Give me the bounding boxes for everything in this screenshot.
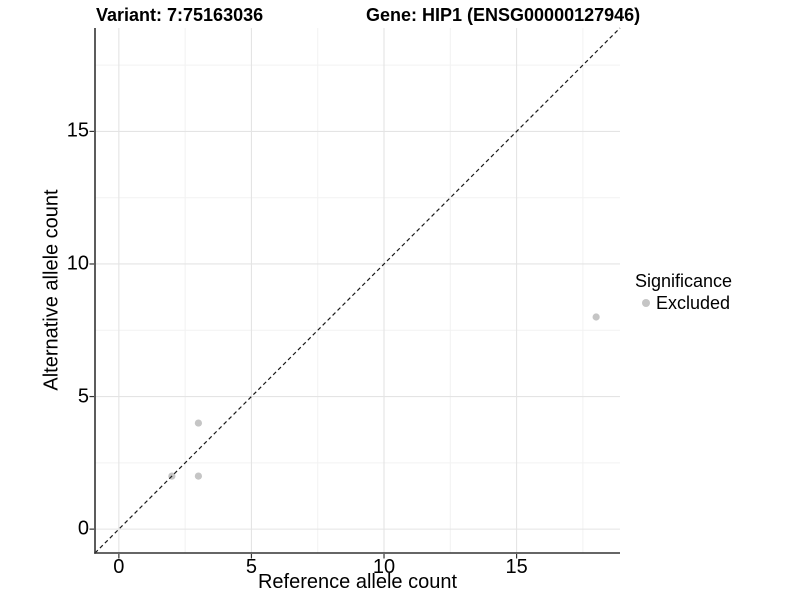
y-axis-title: Alternative allele count bbox=[40, 189, 63, 391]
y-tick-label: 5 bbox=[77, 385, 89, 408]
data-point bbox=[592, 313, 600, 321]
x-tick-label: 15 bbox=[505, 556, 528, 578]
excluded-point-icon bbox=[642, 299, 650, 307]
legend-item-label: Excluded bbox=[656, 292, 731, 313]
data-point bbox=[194, 472, 203, 480]
legend-title: Significance bbox=[635, 271, 733, 291]
y-tick-label: 10 bbox=[66, 252, 89, 275]
gene-title: Gene: HIP1 (ENSG00000127946) bbox=[366, 5, 641, 25]
x-axis-title: Reference allele count bbox=[257, 571, 457, 593]
identity-line bbox=[94, 27, 621, 554]
data-point bbox=[194, 419, 203, 427]
y-tick-label: 15 bbox=[66, 119, 89, 142]
x-tick-label: 10 bbox=[372, 556, 396, 578]
y-tick-label: 0 bbox=[77, 517, 89, 540]
x-tick-label: 5 bbox=[245, 556, 257, 578]
legend-item-excluded: Excluded bbox=[635, 293, 732, 313]
legend: Significance Excluded bbox=[635, 271, 732, 313]
variant-title: Variant: 7:75163036 bbox=[96, 5, 264, 25]
x-tick-label: 0 bbox=[113, 556, 125, 578]
